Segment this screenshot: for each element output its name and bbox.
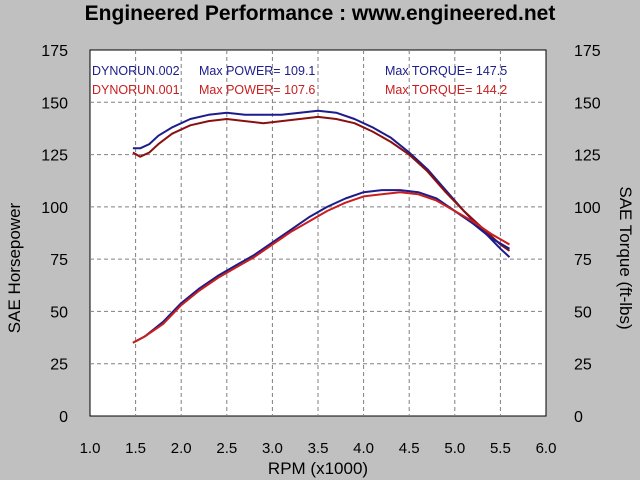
x-tick-label: 1.0 xyxy=(80,440,101,457)
legend-torque-2: Max TORQUE= 147.5 xyxy=(385,64,507,78)
y-tick-label: 0 xyxy=(59,409,68,426)
series-layer xyxy=(132,109,511,344)
y2-tick-label: 75 xyxy=(574,252,592,269)
legend-power-2: Max POWER= 109.1 xyxy=(199,64,315,78)
legend-run-1: DYNORUN.001 xyxy=(92,83,180,97)
y-tick-label: 175 xyxy=(41,43,68,60)
page-title: Engineered Performance : www.engineered.… xyxy=(84,2,556,25)
y-tick-label: 100 xyxy=(41,200,68,217)
x-tick-label: 1.5 xyxy=(125,440,146,457)
series-torque-dynorun-002 xyxy=(132,109,511,258)
x-tick-label: 4.0 xyxy=(353,440,374,457)
grid xyxy=(90,50,546,416)
legend-torque-1: Max TORQUE= 144.2 xyxy=(385,83,507,97)
y-tick-label: 125 xyxy=(41,148,68,165)
y-tick-label: 50 xyxy=(50,304,68,321)
series-torque-dynorun-001 xyxy=(132,115,511,252)
y-tick-label: 75 xyxy=(50,252,68,269)
legend-power-1: Max POWER= 107.6 xyxy=(199,83,315,97)
y-tick-label: 150 xyxy=(41,95,68,112)
x-tick-label: 3.5 xyxy=(308,440,329,457)
x-tick-label: 5.0 xyxy=(444,440,465,457)
y-tick-label: 25 xyxy=(50,357,68,374)
y2-tick-label: 150 xyxy=(574,95,601,112)
y2-tick-label: 0 xyxy=(574,409,583,426)
legend-run-2: DYNORUN.002 xyxy=(92,64,180,78)
y2-tick-label: 100 xyxy=(574,200,601,217)
x-axis-title: RPM (x1000) xyxy=(268,459,368,478)
tick-labels: 1.0 1.5 2.0 2.5 3.0 3.5 4.0 4.5 5.0 5.5 6.0 0 0 25 25 5… xyxy=(41,43,601,457)
y2-tick-label: 125 xyxy=(574,148,601,165)
x-tick-label: 5.5 xyxy=(490,440,511,457)
x-tick-label: 6.0 xyxy=(536,440,557,457)
x-tick-label: 4.5 xyxy=(399,440,420,457)
x-tick-label: 2.5 xyxy=(216,440,237,457)
x-tick-label: 3.0 xyxy=(262,440,283,457)
y2-tick-label: 50 xyxy=(574,304,592,321)
y2-tick-label: 25 xyxy=(574,357,592,374)
x-tick-label: 2.0 xyxy=(171,440,192,457)
y2-axis-title: SAE Torque (ft-lbs) xyxy=(616,186,635,329)
series-power-dynorun-001 xyxy=(132,191,510,344)
y2-tick-label: 175 xyxy=(574,43,601,60)
y-axis-title: SAE Horsepower xyxy=(5,202,24,333)
